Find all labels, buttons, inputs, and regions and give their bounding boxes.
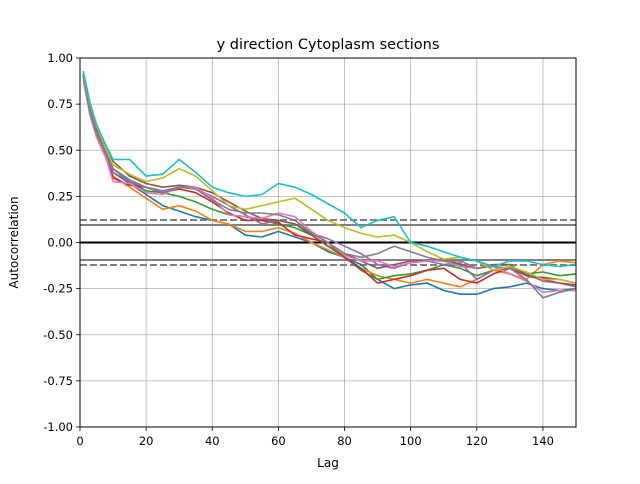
- y-tick-label-0: -1.00: [43, 420, 73, 434]
- y-tick-label-4: 0.00: [47, 236, 73, 250]
- x-tick-label-7: 140: [532, 434, 554, 448]
- y-tick-label-8: 1.00: [47, 51, 73, 65]
- x-tick-label-1: 20: [139, 434, 154, 448]
- x-tick-label-2: 40: [205, 434, 220, 448]
- series-line-2: [82, 76, 577, 288]
- x-tick-label-6: 120: [466, 434, 488, 448]
- series-lines: [82, 70, 577, 299]
- series-line-5: [82, 76, 577, 288]
- series-line-10: [82, 70, 577, 268]
- series-line-6: [82, 76, 577, 286]
- y-tick-label-2: -0.50: [43, 328, 73, 342]
- series-line-1: [82, 74, 577, 296]
- x-axis-label: Lag: [317, 456, 339, 470]
- y-tick-label-1: -0.75: [43, 374, 73, 388]
- y-tick-label-6: 0.50: [47, 143, 73, 157]
- ticks: 0 20 40 60 80 100 120 140 -1.00 -0.75 -0.50 -0.25 0.…: [43, 51, 554, 448]
- chart-title: y direction Cytoplasm sections: [217, 37, 440, 53]
- y-axis-label: Autocorrelation: [7, 196, 21, 288]
- x-tick-label-3: 60: [271, 434, 286, 448]
- x-tick-label-0: 0: [76, 434, 83, 448]
- x-tick-label-5: 100: [400, 434, 422, 448]
- y-tick-label-5: 0.25: [47, 189, 73, 203]
- series-line-9: [82, 72, 577, 284]
- y-tick-label-7: 0.75: [47, 97, 73, 111]
- x-tick-label-4: 80: [337, 434, 352, 448]
- y-tick-label-3: -0.25: [43, 282, 73, 296]
